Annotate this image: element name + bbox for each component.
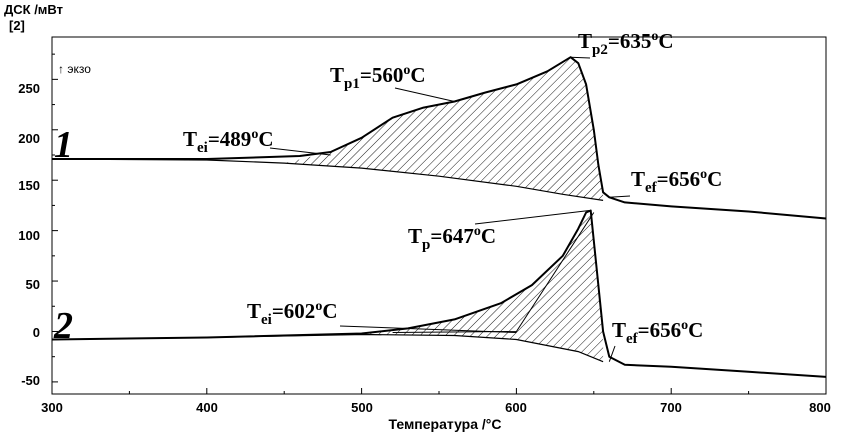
axis-ticks	[51, 53, 827, 394]
hatched-areas	[284, 57, 604, 362]
x-axis-title: Температура /°C	[388, 416, 501, 432]
plot-frame	[51, 36, 827, 395]
y-tick-label: 250	[18, 81, 40, 96]
curve-label-2: 2	[53, 305, 73, 347]
annotation-tp2-635: Tp2=635oC	[578, 29, 674, 58]
y-tick-label: 0	[33, 325, 40, 340]
y-axis-index: [2]	[9, 18, 25, 33]
annotation-leader	[608, 345, 616, 362]
peak-hatch-2	[361, 210, 604, 362]
x-tick-label: 800	[809, 400, 831, 415]
x-tick-label: 600	[505, 400, 527, 415]
y-tick-label: -50	[21, 373, 40, 388]
annotation-leader	[609, 195, 631, 198]
annotation-tei-602: Tei=602oC	[247, 299, 337, 328]
x-tick-label: 500	[351, 400, 373, 415]
annotation-leader-lines	[269, 56, 631, 362]
dsc-curve-2	[51, 209, 827, 378]
annotation-leader	[394, 87, 455, 102]
x-tick-label: 700	[660, 400, 682, 415]
annotation-leader	[474, 210, 590, 225]
annotation-tp-647: Tp=647oC	[408, 224, 496, 253]
exo-label: ↑ экзо	[58, 62, 91, 76]
y-axis-title: ДСК /мВт	[4, 2, 63, 17]
annotation-tef-656-1: Tef=656oC	[631, 167, 722, 196]
y-tick-label: 200	[18, 131, 40, 146]
annotation-leader	[339, 325, 517, 333]
y-tick-label: 150	[18, 178, 40, 193]
x-tick-label: 300	[41, 400, 63, 415]
onset-tangent-2	[392, 212, 595, 333]
annotation-tp1-560: Tp1=560oC	[330, 63, 426, 92]
annotation-tei-489: Tei=489oC	[183, 127, 273, 156]
y-tick-label: 100	[18, 228, 40, 243]
baseline-1	[51, 158, 604, 201]
curve-label-1: 1	[54, 124, 73, 166]
annotation-tef-656-2: Tef=656oC	[612, 318, 703, 347]
annotation-leader	[570, 56, 591, 59]
peak-hatch-1	[284, 57, 604, 201]
y-tick-label: 50	[26, 277, 40, 292]
annotation-leader	[269, 147, 331, 156]
dsc-curve-1	[52, 56, 827, 220]
dsc-curves	[51, 56, 827, 378]
x-tick-label: 400	[196, 400, 218, 415]
